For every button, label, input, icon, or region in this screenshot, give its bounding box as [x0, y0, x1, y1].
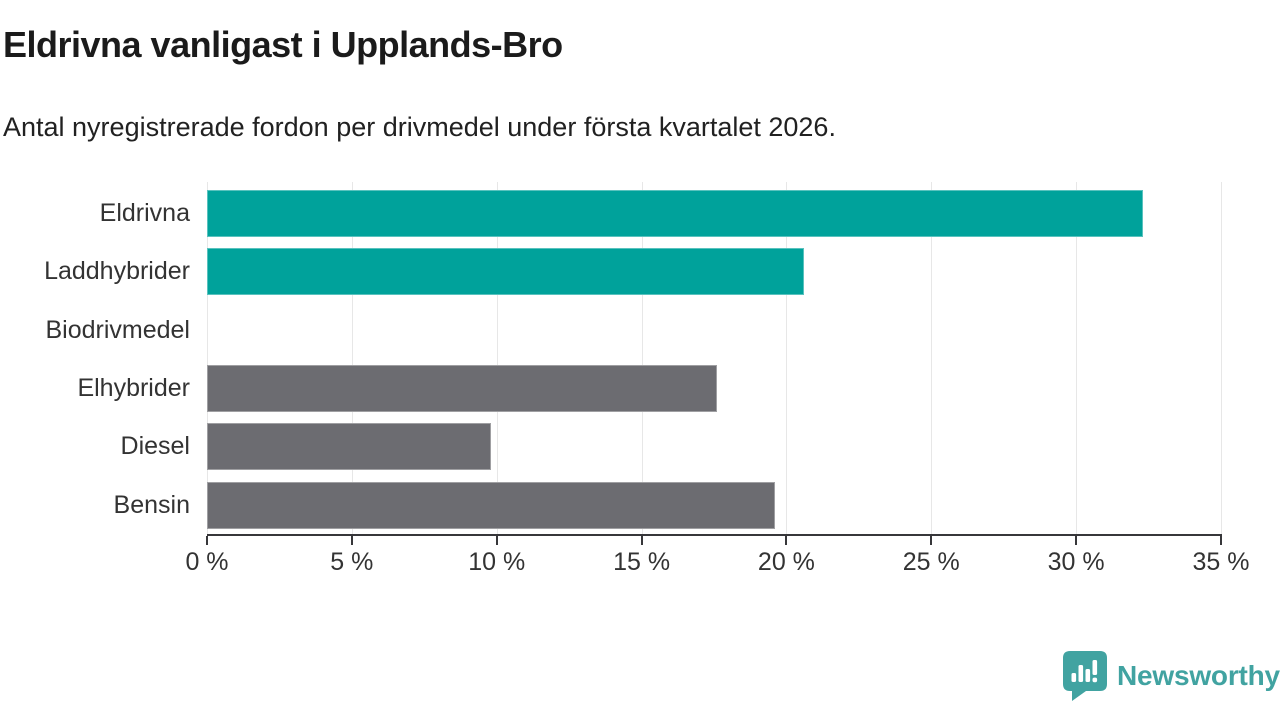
x-tick-label: 35 %	[1192, 548, 1250, 576]
x-axis-line	[207, 534, 1222, 536]
y-label-laddhybrider: Laddhybrider	[44, 257, 190, 286]
x-tick	[206, 536, 208, 545]
gridline	[931, 182, 933, 534]
x-tick	[785, 536, 788, 545]
x-tick-label: 25 %	[902, 548, 960, 576]
gridline	[351, 182, 353, 534]
y-label-biodrivmedel: Biodrivmedel	[45, 315, 190, 344]
chart-subtitle: Antal nyregistrerade fordon per drivmede…	[3, 112, 836, 142]
x-tick-label: 20 %	[757, 548, 815, 576]
x-tick	[930, 536, 933, 545]
y-label-diesel: Diesel	[120, 432, 190, 461]
bar-eldrivna	[207, 190, 1143, 237]
bar-laddhybrider	[207, 248, 804, 296]
x-tick	[1220, 536, 1222, 545]
x-tick-label: 15 %	[613, 548, 671, 576]
x-tick	[640, 536, 643, 545]
gridline	[641, 182, 643, 534]
newsworthy-logo-icon	[1063, 651, 1107, 701]
gridline	[1221, 182, 1222, 534]
bar-diesel	[207, 423, 491, 471]
y-label-eldrivna: Eldrivna	[99, 199, 190, 227]
x-tick-label: 0 %	[185, 548, 229, 576]
gridline	[207, 182, 208, 534]
newsworthy-wordmark: Newsworthy	[1117, 660, 1280, 691]
x-tick-label: 5 %	[330, 548, 374, 576]
x-tick	[495, 536, 498, 545]
gridline	[786, 182, 788, 534]
x-tick	[1075, 536, 1078, 545]
y-label-bensin: Bensin	[113, 490, 190, 519]
gridline	[496, 182, 498, 534]
x-tick	[350, 536, 353, 545]
chart-title: Eldrivna vanligast i Upplands-Bro	[3, 24, 563, 65]
bar-bensin	[207, 481, 775, 529]
newsworthy-brand: Newsworthy	[1062, 650, 1280, 702]
gridline	[1076, 182, 1078, 534]
y-label-elhybrider: Elhybrider	[77, 373, 190, 402]
x-tick-label: 30 %	[1047, 548, 1105, 576]
x-tick-label: 10 %	[468, 548, 526, 576]
bar-elhybrider	[207, 364, 717, 412]
plot-area	[207, 182, 1222, 534]
